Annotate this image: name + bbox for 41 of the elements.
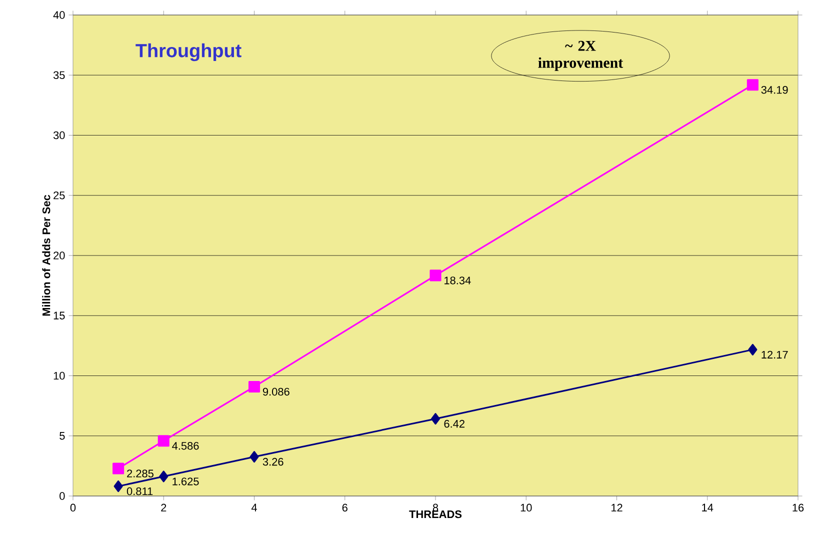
data-label: 2.285 — [127, 470, 154, 478]
point — [158, 435, 170, 447]
x-tick-label: 0 — [70, 504, 76, 512]
point — [114, 480, 123, 492]
point — [430, 413, 440, 425]
y-tick-label: 0 — [60, 492, 65, 500]
y-tick-label: 5 — [60, 432, 65, 440]
point — [748, 344, 758, 356]
x-axis-title: THREADS — [409, 510, 462, 518]
y-tick-label: 40 — [53, 11, 65, 19]
y-tick-label: 15 — [54, 312, 65, 320]
data-label: 3.26 — [262, 458, 284, 466]
data-label: 18.34 — [444, 276, 471, 284]
x-tick-label: 14 — [702, 504, 714, 512]
x-tick-label: 10 — [520, 504, 532, 512]
point — [430, 270, 442, 282]
data-label: 1.625 — [172, 478, 199, 486]
point — [112, 462, 124, 474]
y-tick-label: 35 — [53, 71, 65, 80]
point — [248, 380, 260, 393]
data-label: 12.17 — [762, 350, 788, 358]
y-axis-title: Million of Adds Per Sec — [42, 194, 50, 316]
annotation: ~ 2X improvement — [538, 40, 624, 71]
data-label: 34.19 — [761, 86, 788, 94]
y-tick-label: 10 — [54, 372, 65, 380]
x-tick-label: 2 — [161, 504, 166, 512]
point — [250, 451, 259, 463]
point — [746, 79, 758, 91]
y-tick-label: 30 — [53, 131, 65, 140]
x-tick-label: 16 — [792, 504, 804, 512]
x-tick-label: 4 — [251, 504, 257, 512]
data-label: 0.811 — [126, 487, 153, 496]
y-tick-label: 25 — [54, 192, 65, 200]
data-label: 9.086 — [262, 388, 290, 396]
x-tick-label: 6 — [342, 504, 348, 512]
text: Throughput — [136, 43, 242, 62]
x-tick-label: 12 — [611, 504, 622, 512]
data-label: 6.42 — [444, 420, 464, 428]
y-tick-label: 20 — [54, 252, 65, 260]
data-label: 4.586 — [172, 442, 199, 450]
point — [159, 470, 168, 482]
